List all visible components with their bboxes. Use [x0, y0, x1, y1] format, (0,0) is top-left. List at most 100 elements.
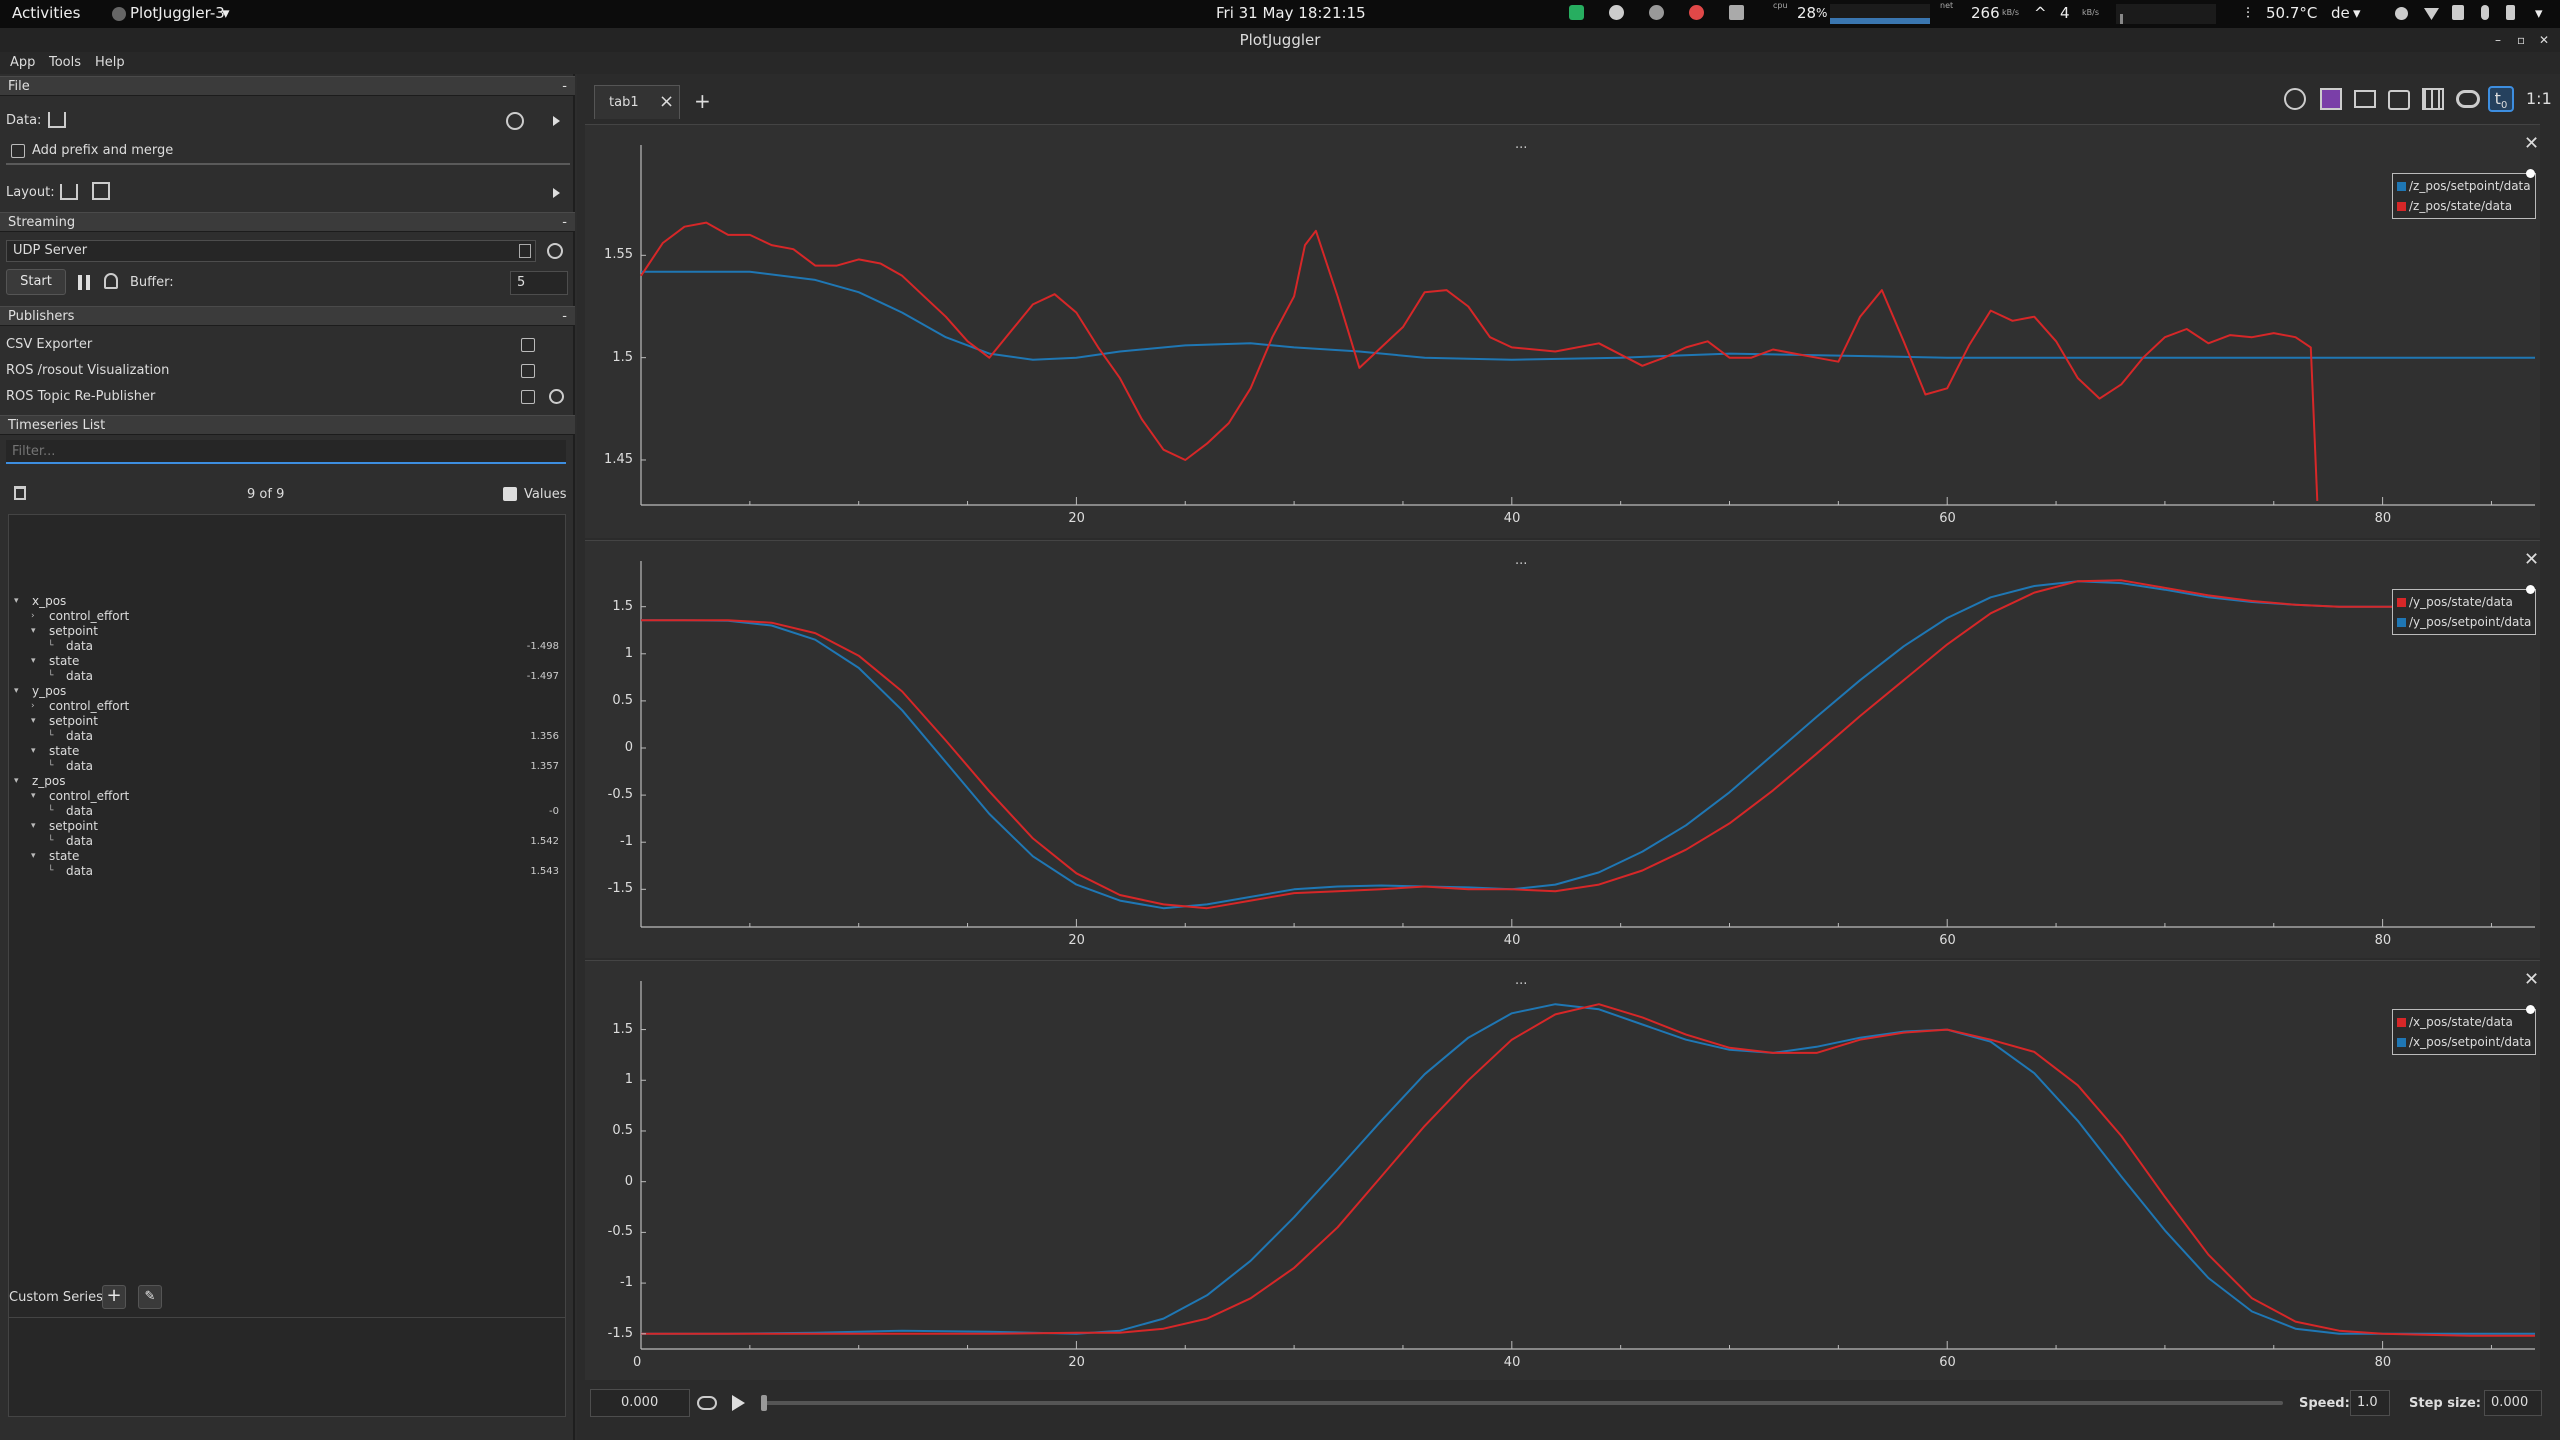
tree-row[interactable]: ▾ setpoint	[14, 714, 569, 729]
reload-data-icon[interactable]	[506, 112, 524, 130]
app-menu-arrow-icon[interactable]: ▾	[222, 4, 230, 22]
tree-row[interactable]: › control_effort	[14, 699, 569, 714]
tree-row[interactable]: └ data -1.498	[14, 639, 569, 654]
microphone-icon[interactable]	[2481, 5, 2489, 20]
tree-row[interactable]: ▾ x_pos	[14, 594, 569, 609]
chart-legend[interactable]: /y_pos/state/data/y_pos/setpoint/data	[2392, 589, 2537, 635]
add-tab-button[interactable]: +	[694, 89, 711, 113]
tab-close-icon[interactable]: ×	[659, 91, 675, 112]
values-checkbox[interactable]	[503, 487, 517, 501]
tree-toggle-icon[interactable]: ›	[31, 701, 35, 711]
close-plot-icon[interactable]: ✕	[2524, 549, 2540, 570]
app-menu-button[interactable]: PlotJuggler-3	[130, 4, 225, 22]
tree-toggle-icon[interactable]: ▾	[31, 626, 36, 636]
keyboard-layout[interactable]: de	[2331, 4, 2350, 22]
speed-spinbox[interactable]: 1.0	[2350, 1390, 2390, 1416]
volume-icon[interactable]	[2452, 5, 2464, 20]
legend-item[interactable]: /y_pos/setpoint/data	[2397, 612, 2531, 632]
tab-tab1[interactable]: tab1 ×	[594, 85, 680, 119]
legend-drag-handle[interactable]	[2526, 1005, 2535, 1014]
tree-row[interactable]: ▾ setpoint	[14, 624, 569, 639]
tree-row[interactable]: ▾ y_pos	[14, 684, 569, 699]
buffer-spinbox[interactable]: 5	[510, 271, 568, 295]
legend-item[interactable]: /x_pos/setpoint/data	[2397, 1032, 2531, 1052]
legend-item[interactable]: /y_pos/state/data	[2397, 592, 2531, 612]
publisher-rosout-checkbox[interactable]	[521, 364, 535, 378]
plot-y-pos[interactable]: 20 40 60 80 1.5 1 0.5 0 -0.5 -1 -1.5/y_pos/state/d…	[585, 540, 2540, 958]
close-window-button[interactable]: ✕	[2539, 33, 2550, 47]
current-time-field[interactable]: 0.000	[590, 1389, 690, 1417]
legend-drag-handle[interactable]	[2526, 169, 2535, 178]
chart-canvas[interactable]	[585, 961, 2540, 1381]
menu-app[interactable]: App	[10, 55, 36, 70]
tree-toggle-icon[interactable]: ▾	[31, 791, 36, 801]
minimize-button[interactable]: –	[2495, 33, 2501, 47]
legend-item[interactable]: /z_pos/setpoint/data	[2397, 176, 2531, 196]
chart-canvas[interactable]	[585, 541, 2540, 959]
prefix-checkbox[interactable]	[11, 144, 25, 158]
tree-row[interactable]: └ data -0	[14, 804, 569, 819]
republisher-settings-gear-icon[interactable]	[549, 389, 564, 404]
legend-item[interactable]: /x_pos/state/data	[2397, 1012, 2531, 1032]
time-zero-button[interactable]: t0	[2488, 86, 2514, 112]
chart-legend[interactable]: /z_pos/setpoint/data/z_pos/state/data	[2392, 173, 2536, 219]
menu-help[interactable]: Help	[95, 55, 125, 70]
tree-row[interactable]: › control_effort	[14, 609, 569, 624]
add-custom-series-button[interactable]: +	[102, 1285, 126, 1309]
tree-row[interactable]: ▾ state	[14, 849, 569, 864]
tree-row[interactable]: └ data 1.542	[14, 834, 569, 849]
tree-toggle-icon[interactable]: ▾	[14, 596, 19, 606]
tree-row[interactable]: ▾ state	[14, 744, 569, 759]
link-icon[interactable]	[2456, 90, 2480, 108]
chart-legend[interactable]: /x_pos/state/data/x_pos/setpoint/data	[2392, 1009, 2537, 1055]
legend-drag-handle[interactable]	[2526, 585, 2535, 594]
menu-tools[interactable]: Tools	[49, 55, 82, 70]
timeline-slider[interactable]	[763, 1401, 2283, 1405]
tray-clock-icon[interactable]	[1649, 5, 1664, 20]
tree-row[interactable]: └ data 1.357	[14, 759, 569, 774]
tray-chrome-icon[interactable]	[1689, 5, 1704, 20]
streaming-settings-gear-icon[interactable]	[547, 243, 563, 259]
publishers-section-header[interactable]: Publishers -	[0, 306, 575, 326]
data-menu-arrow-icon[interactable]	[553, 116, 560, 126]
load-data-icon[interactable]	[48, 112, 66, 128]
tree-toggle-icon[interactable]: ▾	[14, 686, 19, 696]
ratio-button[interactable]: 1:1	[2526, 89, 2552, 108]
legend-item[interactable]: /z_pos/state/data	[2397, 196, 2531, 216]
screenshot-icon[interactable]	[2388, 90, 2410, 110]
streaming-section-header[interactable]: Streaming -	[0, 212, 575, 232]
tree-row[interactable]: ▾ z_pos	[14, 774, 569, 789]
battery-icon[interactable]	[2506, 5, 2515, 20]
zoom-fit-icon[interactable]	[2320, 88, 2342, 110]
tree-row[interactable]: └ data 1.356	[14, 729, 569, 744]
close-plot-icon[interactable]: ✕	[2524, 133, 2540, 154]
tree-row[interactable]: └ data 1.543	[14, 864, 569, 879]
tray-sync-icon[interactable]	[1609, 5, 1624, 20]
pause-icon[interactable]	[78, 275, 82, 290]
tree-toggle-icon[interactable]: ▾	[14, 776, 19, 786]
tree-toggle-icon[interactable]: ▾	[31, 716, 36, 726]
activities-button[interactable]: Activities	[12, 4, 81, 22]
tree-toggle-icon[interactable]: ▾	[31, 746, 36, 756]
loop-icon[interactable]	[697, 1396, 717, 1410]
temperature-value[interactable]: 50.7°C	[2266, 4, 2318, 22]
publisher-republisher-checkbox[interactable]	[521, 390, 535, 404]
custom-series-list[interactable]	[8, 1317, 566, 1417]
load-layout-icon[interactable]	[60, 184, 78, 200]
timeseries-filter-input[interactable]	[6, 440, 566, 464]
file-collapse-button[interactable]: -	[562, 79, 567, 94]
plot-options-dots[interactable]: ...	[1515, 553, 1528, 568]
system-menu-arrow-icon[interactable]: ▾	[2535, 4, 2543, 22]
publishers-collapse-button[interactable]: -	[562, 309, 567, 324]
timeline-slider-handle[interactable]	[761, 1395, 767, 1411]
timeseries-section-header[interactable]: Timeseries List	[0, 415, 575, 435]
tree-row[interactable]: └ data -1.497	[14, 669, 569, 684]
save-layout-icon[interactable]	[92, 182, 110, 200]
tray-app-icon[interactable]	[1569, 5, 1584, 20]
start-streaming-button[interactable]: Start	[6, 269, 66, 295]
clock[interactable]: Fri 31 May 18:21:15	[1216, 4, 1366, 22]
pan-move-icon[interactable]	[2284, 88, 2306, 110]
tree-toggle-icon[interactable]: ›	[31, 611, 35, 621]
file-section-header[interactable]: File -	[0, 76, 575, 96]
tray-gear-icon[interactable]	[1729, 5, 1744, 20]
